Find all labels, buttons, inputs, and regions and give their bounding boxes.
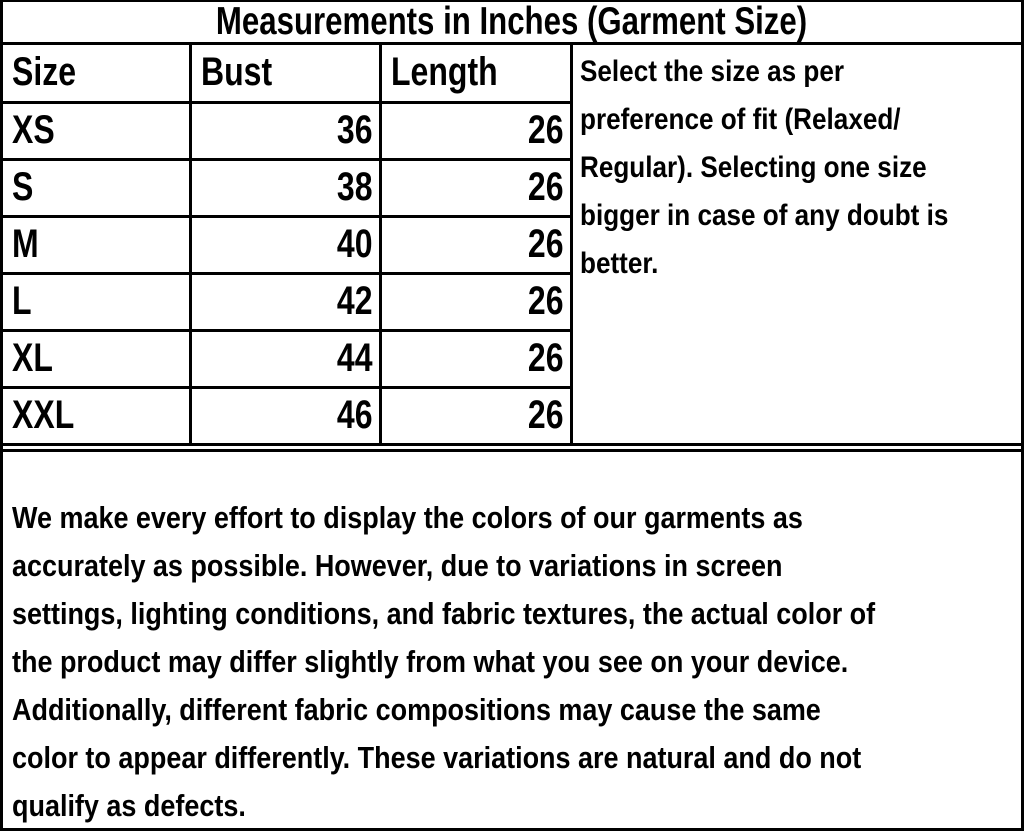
fit-note-line: better. [580, 247, 659, 280]
fit-note-line: bigger in case of any doubt is [580, 199, 949, 232]
color-disclaimer-line: settings, lighting conditions, and fabri… [12, 596, 876, 631]
length-cell: 26 [382, 161, 573, 218]
fit-note-line: Select the size as per [580, 55, 845, 88]
color-disclaimer-line: Additionally, different fabric compositi… [12, 692, 821, 727]
fit-note-line: Regular). Selecting one size [580, 151, 927, 184]
bust-cell: 40 [192, 218, 382, 275]
length-cell: 26 [382, 332, 573, 389]
color-disclaimer-line: We make every effort to display the colo… [12, 500, 803, 535]
size-cell: XS [3, 104, 192, 161]
size-table: Size Bust Length XS 36 26 S 38 26 M 40 2… [3, 45, 573, 446]
size-cell: S [3, 161, 192, 218]
bust-cell: 44 [192, 332, 382, 389]
size-chart-title: Measurements in Inches (Garment Size) [216, 0, 808, 43]
length-cell: 26 [382, 218, 573, 275]
bust-cell: 42 [192, 275, 382, 332]
length-cell: 26 [382, 104, 573, 161]
color-disclaimer: We make every effort to display the colo… [3, 449, 1021, 828]
column-header-length: Length [382, 45, 573, 104]
size-cell: XXL [3, 389, 192, 446]
size-chart-title-row: Measurements in Inches (Garment Size) [3, 2, 1021, 45]
bust-cell: 46 [192, 389, 382, 446]
size-cell: L [3, 275, 192, 332]
fit-note: Select the size as per preference of fit… [573, 45, 1021, 446]
color-disclaimer-line: accurately as possible. However, due to … [12, 548, 783, 583]
fit-note-line: preference of fit (Relaxed/ [580, 103, 901, 136]
bust-cell: 36 [192, 104, 382, 161]
section-divider [3, 446, 1021, 449]
color-disclaimer-line: qualify as defects. [12, 788, 246, 823]
color-disclaimer-line: color to appear differently. These varia… [12, 740, 862, 775]
size-chart-body: Size Bust Length XS 36 26 S 38 26 M 40 2… [3, 45, 1021, 446]
column-header-bust: Bust [192, 45, 382, 104]
bust-cell: 38 [192, 161, 382, 218]
length-cell: 26 [382, 275, 573, 332]
length-cell: 26 [382, 389, 573, 446]
column-header-size: Size [3, 45, 192, 104]
size-cell: XL [3, 332, 192, 389]
color-disclaimer-line: the product may differ slightly from wha… [12, 644, 849, 679]
size-cell: M [3, 218, 192, 275]
